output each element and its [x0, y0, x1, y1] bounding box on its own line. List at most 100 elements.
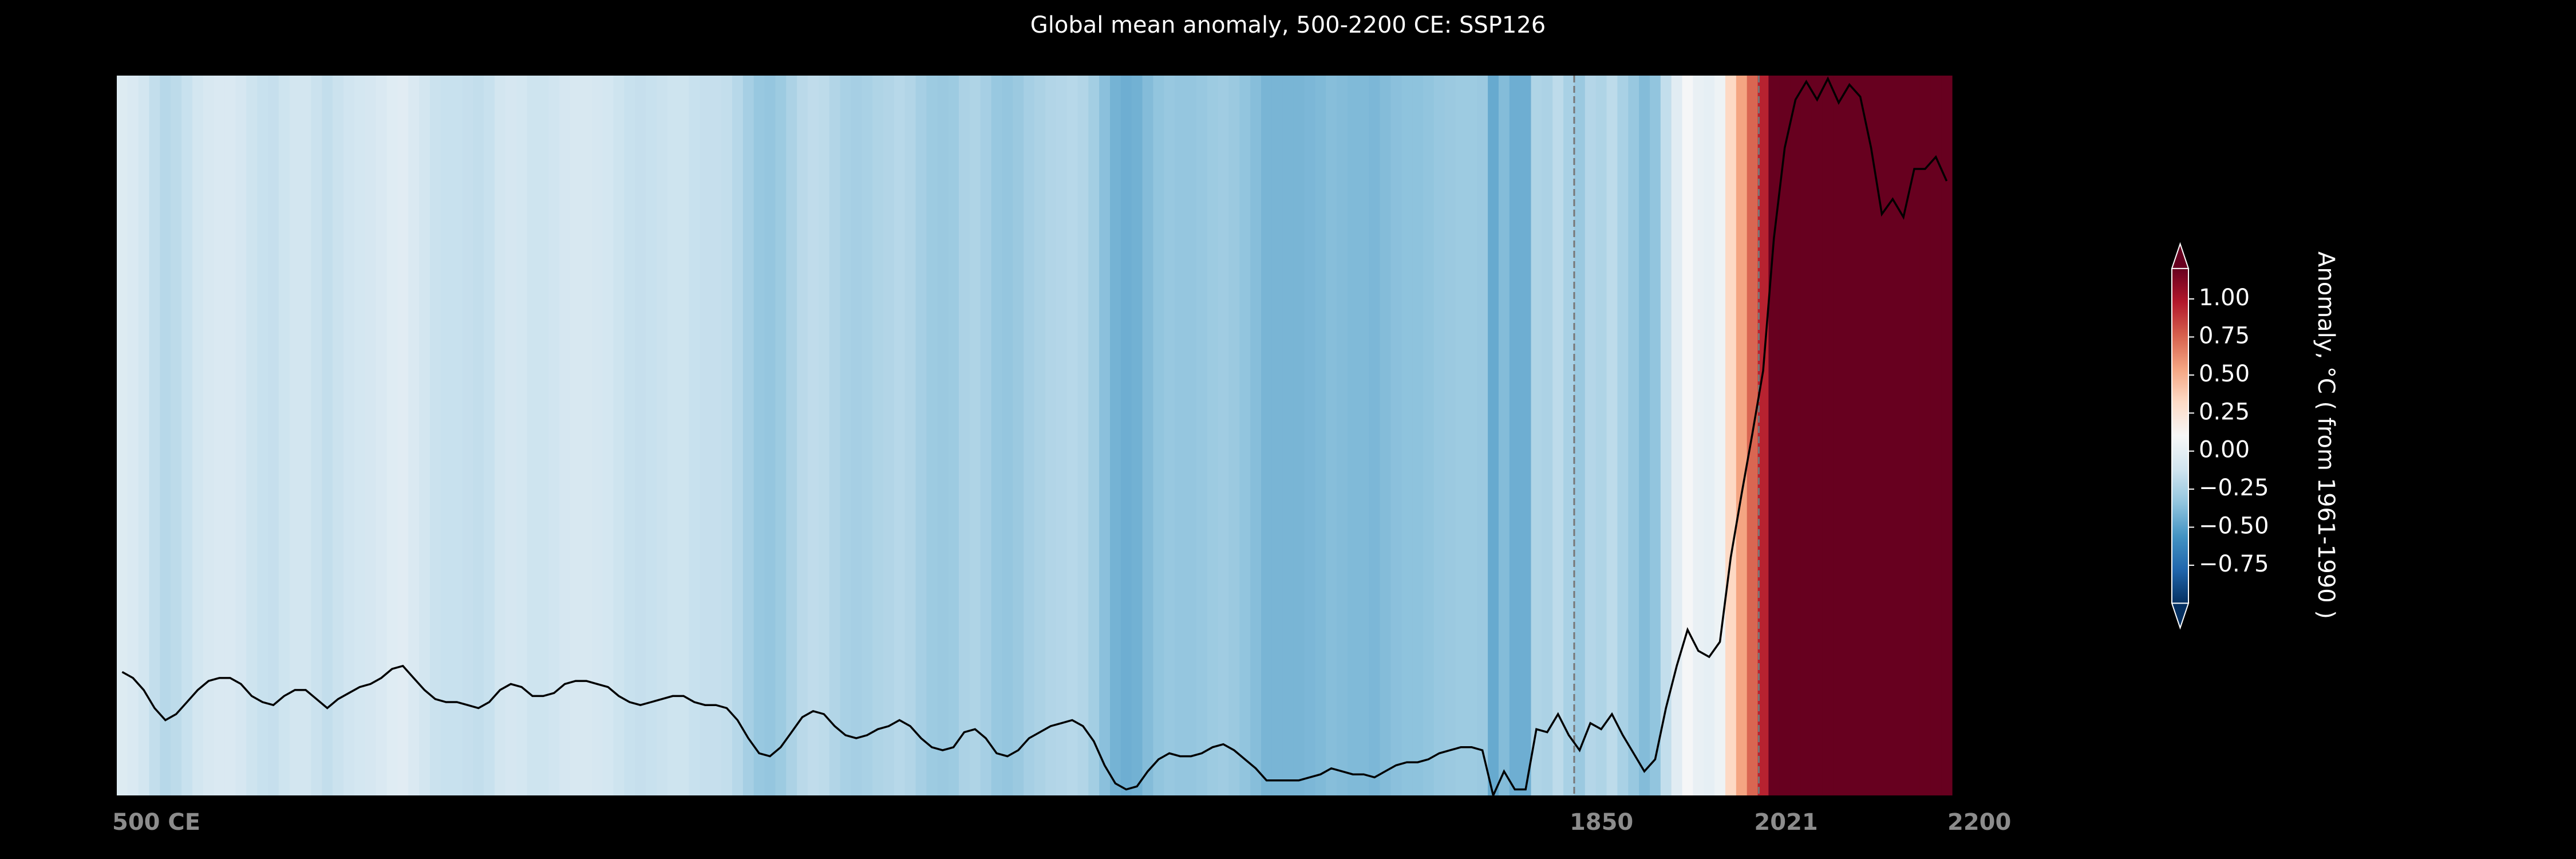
stripe	[1315, 76, 1326, 795]
stripe	[580, 76, 592, 795]
stripe	[1164, 76, 1175, 795]
stripe	[829, 76, 841, 795]
stripe	[1196, 76, 1208, 795]
stripe	[548, 76, 560, 795]
stripe	[1811, 76, 1823, 795]
stripe	[1034, 76, 1046, 795]
stripe	[894, 76, 906, 795]
x-tick-label: 2021	[1754, 809, 1818, 836]
stripe	[883, 76, 895, 795]
stripe	[1358, 76, 1370, 795]
stripe	[289, 76, 301, 795]
stripe	[1250, 76, 1262, 795]
stripe	[257, 76, 268, 795]
stripe	[602, 76, 614, 795]
stripe	[678, 76, 690, 795]
stripe	[1779, 76, 1791, 795]
stripe	[1142, 76, 1154, 795]
stripe	[1271, 76, 1283, 795]
stripe	[1866, 76, 1877, 795]
colorbar-tick-label: −0.75	[2199, 551, 2269, 577]
stripe	[1131, 76, 1143, 795]
stripe	[1822, 76, 1834, 795]
stripe	[1466, 76, 1477, 795]
stripe	[1919, 76, 1931, 795]
stripe	[1153, 76, 1164, 795]
colorbar-tick-label: 0.75	[2199, 322, 2250, 349]
stripe	[1563, 76, 1575, 795]
stripe	[1412, 76, 1424, 795]
colorbar-outline	[2171, 268, 2189, 604]
stripe	[1066, 76, 1078, 795]
stripe	[365, 76, 377, 795]
stripe	[635, 76, 646, 795]
stripe	[397, 76, 409, 795]
stripe	[343, 76, 355, 795]
stripe	[872, 76, 884, 795]
stripe	[1693, 76, 1704, 795]
stripe	[624, 76, 635, 795]
stripe	[1099, 76, 1111, 795]
stripe	[505, 76, 517, 795]
stripe	[1520, 76, 1532, 795]
stripe	[451, 76, 463, 795]
stripe	[937, 76, 949, 795]
stripe	[1337, 76, 1348, 795]
stripe	[268, 76, 279, 795]
stripe	[1757, 76, 1769, 795]
stripe	[1304, 76, 1315, 795]
stripe	[117, 76, 128, 795]
stripe	[1261, 76, 1273, 795]
stripes	[117, 76, 1953, 795]
stripe	[1423, 76, 1435, 795]
stripe	[1649, 76, 1661, 795]
stripe	[1876, 76, 1888, 795]
colorbar-tick-label: 0.50	[2199, 361, 2250, 387]
stripe	[958, 76, 970, 795]
stripe	[171, 76, 182, 795]
stripe	[840, 76, 851, 795]
stripe	[527, 76, 539, 795]
stripe	[484, 76, 495, 795]
stripe	[732, 76, 744, 795]
stripe	[1671, 76, 1683, 795]
stripe	[1800, 76, 1812, 795]
colorbar	[2172, 268, 2188, 604]
stripe	[1704, 76, 1715, 795]
stripe	[1542, 76, 1553, 795]
stripe	[1218, 76, 1230, 795]
stripe	[1941, 76, 1953, 795]
stripe	[1056, 76, 1068, 795]
stripe	[1617, 76, 1629, 795]
stripe	[1477, 76, 1488, 795]
chart-title: Global mean anomaly, 500-2200 CE: SSP126	[1030, 12, 1546, 38]
stripe	[1930, 76, 1942, 795]
stripe	[1002, 76, 1013, 795]
stripe	[786, 76, 797, 795]
stripe	[138, 76, 150, 795]
stripe	[904, 76, 916, 795]
x-tick-label: 2200	[1947, 809, 2011, 836]
stripe	[300, 76, 312, 795]
stripe	[775, 76, 787, 795]
stripe	[797, 76, 808, 795]
stripe	[1390, 76, 1402, 795]
colorbar-tick-label: −0.25	[2199, 475, 2269, 501]
stripe	[591, 76, 603, 795]
stripe	[862, 76, 873, 795]
stripe	[1380, 76, 1391, 795]
stripe	[235, 76, 247, 795]
stripe	[1369, 76, 1381, 795]
stripe	[646, 76, 657, 795]
stripe	[192, 76, 204, 795]
stripe	[1790, 76, 1801, 795]
stripe	[915, 76, 927, 795]
stripe	[1639, 76, 1650, 795]
stripe	[656, 76, 668, 795]
x-tick-label: 1850	[1570, 809, 1633, 836]
stripe	[278, 76, 290, 795]
stripe	[1714, 76, 1726, 795]
stripe	[818, 76, 830, 795]
stripe	[1725, 76, 1737, 795]
